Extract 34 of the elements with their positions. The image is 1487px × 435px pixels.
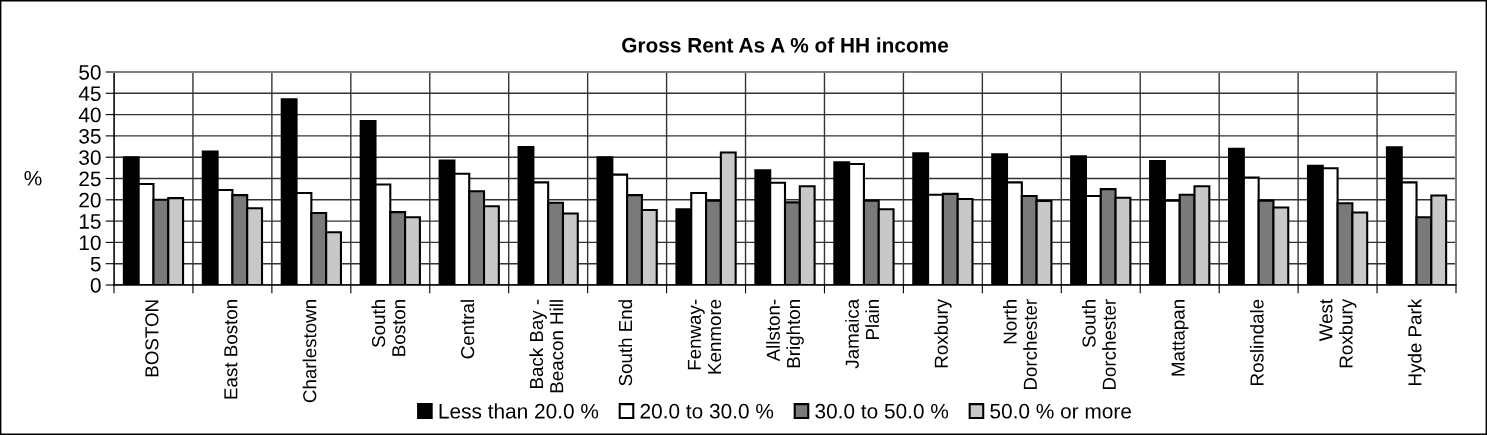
legend-label: Less than 20.0 % <box>439 403 599 419</box>
y-tick-label: 50 <box>79 65 101 80</box>
y-tick-label: 5 <box>90 256 101 272</box>
x-tick-label: South Dorchester <box>1081 299 1116 390</box>
x-tick-label: South End <box>618 300 633 386</box>
y-tick-label: 0 <box>90 278 101 293</box>
y-tick-label: 30 <box>79 150 101 165</box>
x-tick-label: Roxbury <box>934 298 952 368</box>
x-tick-label: Charlestown <box>302 300 317 403</box>
legend-label: 20.0 to 30.0 % <box>640 403 774 419</box>
x-tick-label: North Dorchester <box>1002 299 1037 390</box>
y-tick-label: 20 <box>79 192 101 208</box>
legend-label: 50.0 % or more <box>990 403 1131 419</box>
legend-label: 30.0 to 50.0 % <box>815 403 949 419</box>
x-tick-label: West Roxbury <box>1319 298 1357 368</box>
x-tick-label: East Boston <box>224 300 238 399</box>
x-tick-label: Allston- Brighton <box>766 299 804 368</box>
x-tick-label: Fenway- Kenmore <box>687 299 722 374</box>
y-tick-label: 35 <box>79 128 101 144</box>
y-tick-label: 25 <box>79 171 101 187</box>
x-tick-label: Central <box>460 300 475 359</box>
x-tick-label: South Boston <box>371 300 406 356</box>
x-tick-label: BOSTON <box>145 300 159 377</box>
chart-title: Gross Rent As A % of HH income <box>622 37 949 53</box>
y-tick-label: 10 <box>79 235 101 251</box>
x-tick-label: Back Bay - Beacon Hill <box>529 299 564 393</box>
x-tick-label: Hyde Park <box>1407 298 1426 385</box>
y-tick-label: 40 <box>78 107 101 123</box>
y-tick-label: 45 <box>78 86 101 102</box>
y-tick-label: 15 <box>79 214 101 229</box>
x-tick-label: Roslindale <box>1249 299 1264 385</box>
y-axis-title: % <box>24 170 42 186</box>
x-tick-label: Jamaica Plain <box>845 298 880 369</box>
x-tick-label: Mattapan <box>1171 300 1189 376</box>
